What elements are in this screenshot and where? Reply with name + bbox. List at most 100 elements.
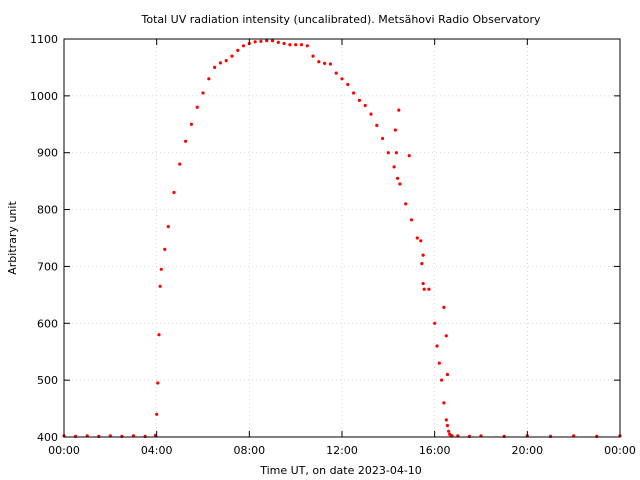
data-point (346, 82, 350, 87)
data-point (375, 123, 379, 127)
data-point (311, 54, 315, 58)
data-point (299, 43, 304, 47)
y-axis-label: Arbitrary unit (6, 201, 19, 275)
data-point (253, 40, 257, 44)
data-point (397, 108, 401, 112)
data-point (369, 112, 373, 116)
data-point (97, 434, 101, 438)
data-point (265, 39, 269, 43)
data-point (467, 434, 471, 438)
y-tick-label: 500 (37, 374, 58, 387)
y-tick-label: 900 (37, 147, 58, 160)
chart-title: Total UV radiation intensity (uncalibrat… (141, 13, 541, 26)
data-point (213, 65, 217, 69)
data-point (444, 418, 448, 422)
data-point (444, 334, 448, 338)
data-point (270, 39, 275, 43)
data-point (282, 41, 286, 46)
data-point (442, 401, 446, 405)
data-point (323, 61, 327, 65)
data-point (195, 105, 199, 109)
x-tick-label: 16:00 (419, 444, 451, 457)
data-point (409, 218, 414, 222)
data-point (317, 60, 321, 64)
data-point (259, 39, 263, 43)
data-point (143, 434, 147, 438)
data-point (445, 424, 449, 428)
data-point (241, 44, 246, 48)
data-point (230, 54, 234, 58)
data-point (380, 136, 385, 141)
x-tick-label: 20:00 (511, 444, 543, 457)
data-point (172, 190, 176, 195)
x-axis-label: Time UT, on date 2023-04-10 (259, 464, 422, 477)
data-point (218, 61, 222, 65)
data-point (398, 182, 402, 186)
data-points (62, 39, 622, 438)
data-point (393, 128, 397, 132)
data-point (201, 91, 205, 95)
data-point (435, 344, 439, 348)
data-point (288, 43, 292, 47)
data-point (394, 151, 398, 155)
x-tick-label: 04:00 (141, 444, 173, 457)
data-point (276, 40, 280, 45)
data-point (156, 381, 160, 385)
data-point (305, 44, 309, 48)
data-point (420, 262, 424, 266)
data-point (392, 165, 396, 169)
data-point (158, 284, 162, 288)
x-axis: 00:00 04:00 08:00 12:00 16:00 20:00 00:00 (48, 39, 636, 457)
data-point (415, 236, 419, 240)
y-tick-label: 400 (37, 431, 58, 444)
data-point (328, 62, 332, 66)
data-point (363, 103, 367, 108)
data-point (163, 247, 167, 251)
plot-frame (63, 38, 621, 438)
data-point (159, 267, 163, 271)
data-point (166, 225, 170, 229)
data-point (334, 71, 338, 75)
data-point (352, 91, 356, 95)
y-axis: 400 500 600 700 800 900 1000 1100 (30, 33, 620, 444)
data-point (422, 287, 426, 291)
data-point (74, 434, 78, 438)
data-point (184, 139, 188, 143)
data-point (236, 48, 240, 53)
data-point (502, 434, 506, 438)
data-point (357, 98, 361, 102)
data-point (407, 154, 411, 158)
x-tick-label: 12:00 (326, 444, 358, 457)
data-point (178, 162, 182, 166)
y-tick-label: 700 (37, 260, 58, 273)
data-point (437, 361, 441, 365)
data-point (419, 239, 423, 243)
data-point (157, 333, 161, 337)
data-point (442, 305, 446, 309)
data-point (433, 321, 437, 325)
data-point (340, 77, 344, 81)
data-point (447, 429, 451, 433)
data-point (224, 59, 228, 63)
data-point (421, 281, 425, 286)
data-point (120, 434, 124, 438)
data-point (189, 122, 193, 126)
data-point (294, 43, 298, 47)
y-tick-label: 600 (37, 317, 58, 330)
data-point (445, 372, 449, 377)
data-point (396, 176, 400, 180)
data-point (427, 287, 431, 291)
y-tick-label: 1000 (30, 90, 58, 103)
y-tick-label: 1100 (30, 33, 58, 46)
data-point (548, 434, 553, 438)
grid-lines (64, 39, 620, 437)
data-point (440, 378, 444, 382)
x-tick-label: 00:00 (48, 444, 80, 457)
data-point (386, 151, 390, 155)
data-point (404, 202, 408, 206)
data-point (421, 253, 425, 257)
data-point (207, 77, 211, 81)
y-tick-label: 800 (37, 204, 58, 217)
data-point (155, 412, 159, 416)
